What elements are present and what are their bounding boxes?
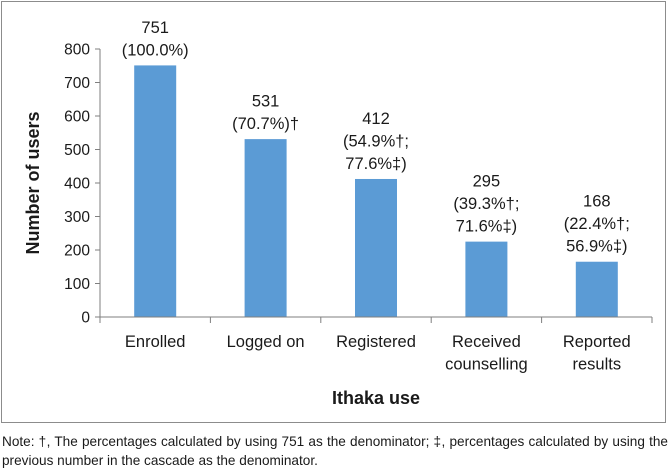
y-tick-label: 100: [64, 276, 90, 293]
data-label: 56.9%‡): [566, 238, 627, 256]
x-axis-tick-labels: Enrolled Logged on Registered Received couns…: [99, 317, 653, 374]
bars: [134, 65, 618, 317]
bar: [134, 65, 177, 317]
data-label: 168: [583, 193, 611, 211]
x-tick-label: Reported: [563, 333, 631, 351]
footnote: Note: †, The percentages calculated by u…: [2, 434, 668, 468]
y-tick-label: 800: [64, 42, 90, 59]
bar: [244, 139, 287, 317]
data-labels: 751 (100.0%) 531 (70.7%)† 412 (54.9%†; 77.6%‡)…: [122, 19, 630, 256]
x-tick-label: Registered: [336, 333, 416, 351]
x-tick-label: Logged on: [227, 333, 305, 351]
data-label: 77.6%‡): [345, 155, 406, 173]
data-label: 71.6%‡): [456, 218, 517, 236]
y-tick-label: 600: [64, 109, 90, 126]
data-label: (39.3%†;: [453, 195, 519, 213]
y-tick-label: 400: [64, 176, 90, 193]
bar: [355, 178, 397, 317]
bar: [465, 241, 508, 317]
data-label: 412: [362, 110, 390, 128]
data-label: 751: [141, 19, 169, 37]
x-tick-label: counselling: [445, 356, 528, 374]
x-tick-label: Received: [452, 333, 521, 351]
bar-chart: 0 100 200 300 400 500 600 700 800 751 (100.0%) 531…: [23, 19, 653, 408]
y-tick-label: 300: [64, 209, 90, 226]
data-label: 295: [473, 173, 501, 191]
x-axis-title: Ithaka use: [332, 388, 420, 408]
data-label: 531: [252, 93, 280, 111]
chart-frame: [1, 1, 666, 423]
bar: [575, 261, 618, 317]
data-label: (70.7%)†: [232, 115, 299, 133]
data-label: (100.0%): [122, 41, 189, 59]
y-tick-label: 500: [64, 142, 90, 159]
data-label: (22.4%†;: [564, 215, 630, 233]
y-axis-title: Number of users: [23, 111, 43, 254]
y-tick-label: 0: [81, 310, 90, 327]
x-tick-label: Enrolled: [125, 333, 186, 351]
data-label: (54.9%†;: [343, 132, 409, 150]
x-tick-label: results: [572, 356, 621, 374]
y-axis-ticks: 0 100 200 300 400 500 600 700 800: [64, 42, 100, 327]
y-tick-label: 700: [64, 75, 90, 92]
y-tick-label: 200: [64, 243, 90, 260]
